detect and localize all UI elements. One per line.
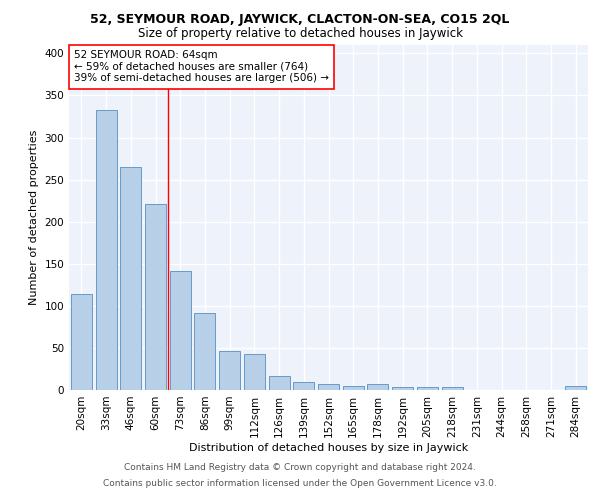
Bar <box>442 386 463 390</box>
Bar <box>95 110 116 390</box>
Text: 52 SEYMOUR ROAD: 64sqm
← 59% of detached houses are smaller (764)
39% of semi-de: 52 SEYMOUR ROAD: 64sqm ← 59% of detached… <box>74 50 329 84</box>
Bar <box>194 314 215 390</box>
Bar <box>293 382 314 390</box>
Bar <box>417 388 438 390</box>
Text: 52, SEYMOUR ROAD, JAYWICK, CLACTON-ON-SEA, CO15 2QL: 52, SEYMOUR ROAD, JAYWICK, CLACTON-ON-SE… <box>91 12 509 26</box>
Text: Contains HM Land Registry data © Crown copyright and database right 2024.: Contains HM Land Registry data © Crown c… <box>124 464 476 472</box>
Bar <box>318 384 339 390</box>
X-axis label: Distribution of detached houses by size in Jaywick: Distribution of detached houses by size … <box>189 442 468 452</box>
Bar <box>145 204 166 390</box>
Bar <box>367 384 388 390</box>
Bar <box>170 272 191 390</box>
Bar <box>565 386 586 390</box>
Bar <box>269 376 290 390</box>
Y-axis label: Number of detached properties: Number of detached properties <box>29 130 39 305</box>
Bar <box>219 352 240 390</box>
Bar <box>120 167 141 390</box>
Bar <box>343 386 364 390</box>
Bar <box>244 354 265 390</box>
Text: Size of property relative to detached houses in Jaywick: Size of property relative to detached ho… <box>137 28 463 40</box>
Bar <box>392 386 413 390</box>
Bar <box>71 294 92 390</box>
Text: Contains public sector information licensed under the Open Government Licence v3: Contains public sector information licen… <box>103 478 497 488</box>
